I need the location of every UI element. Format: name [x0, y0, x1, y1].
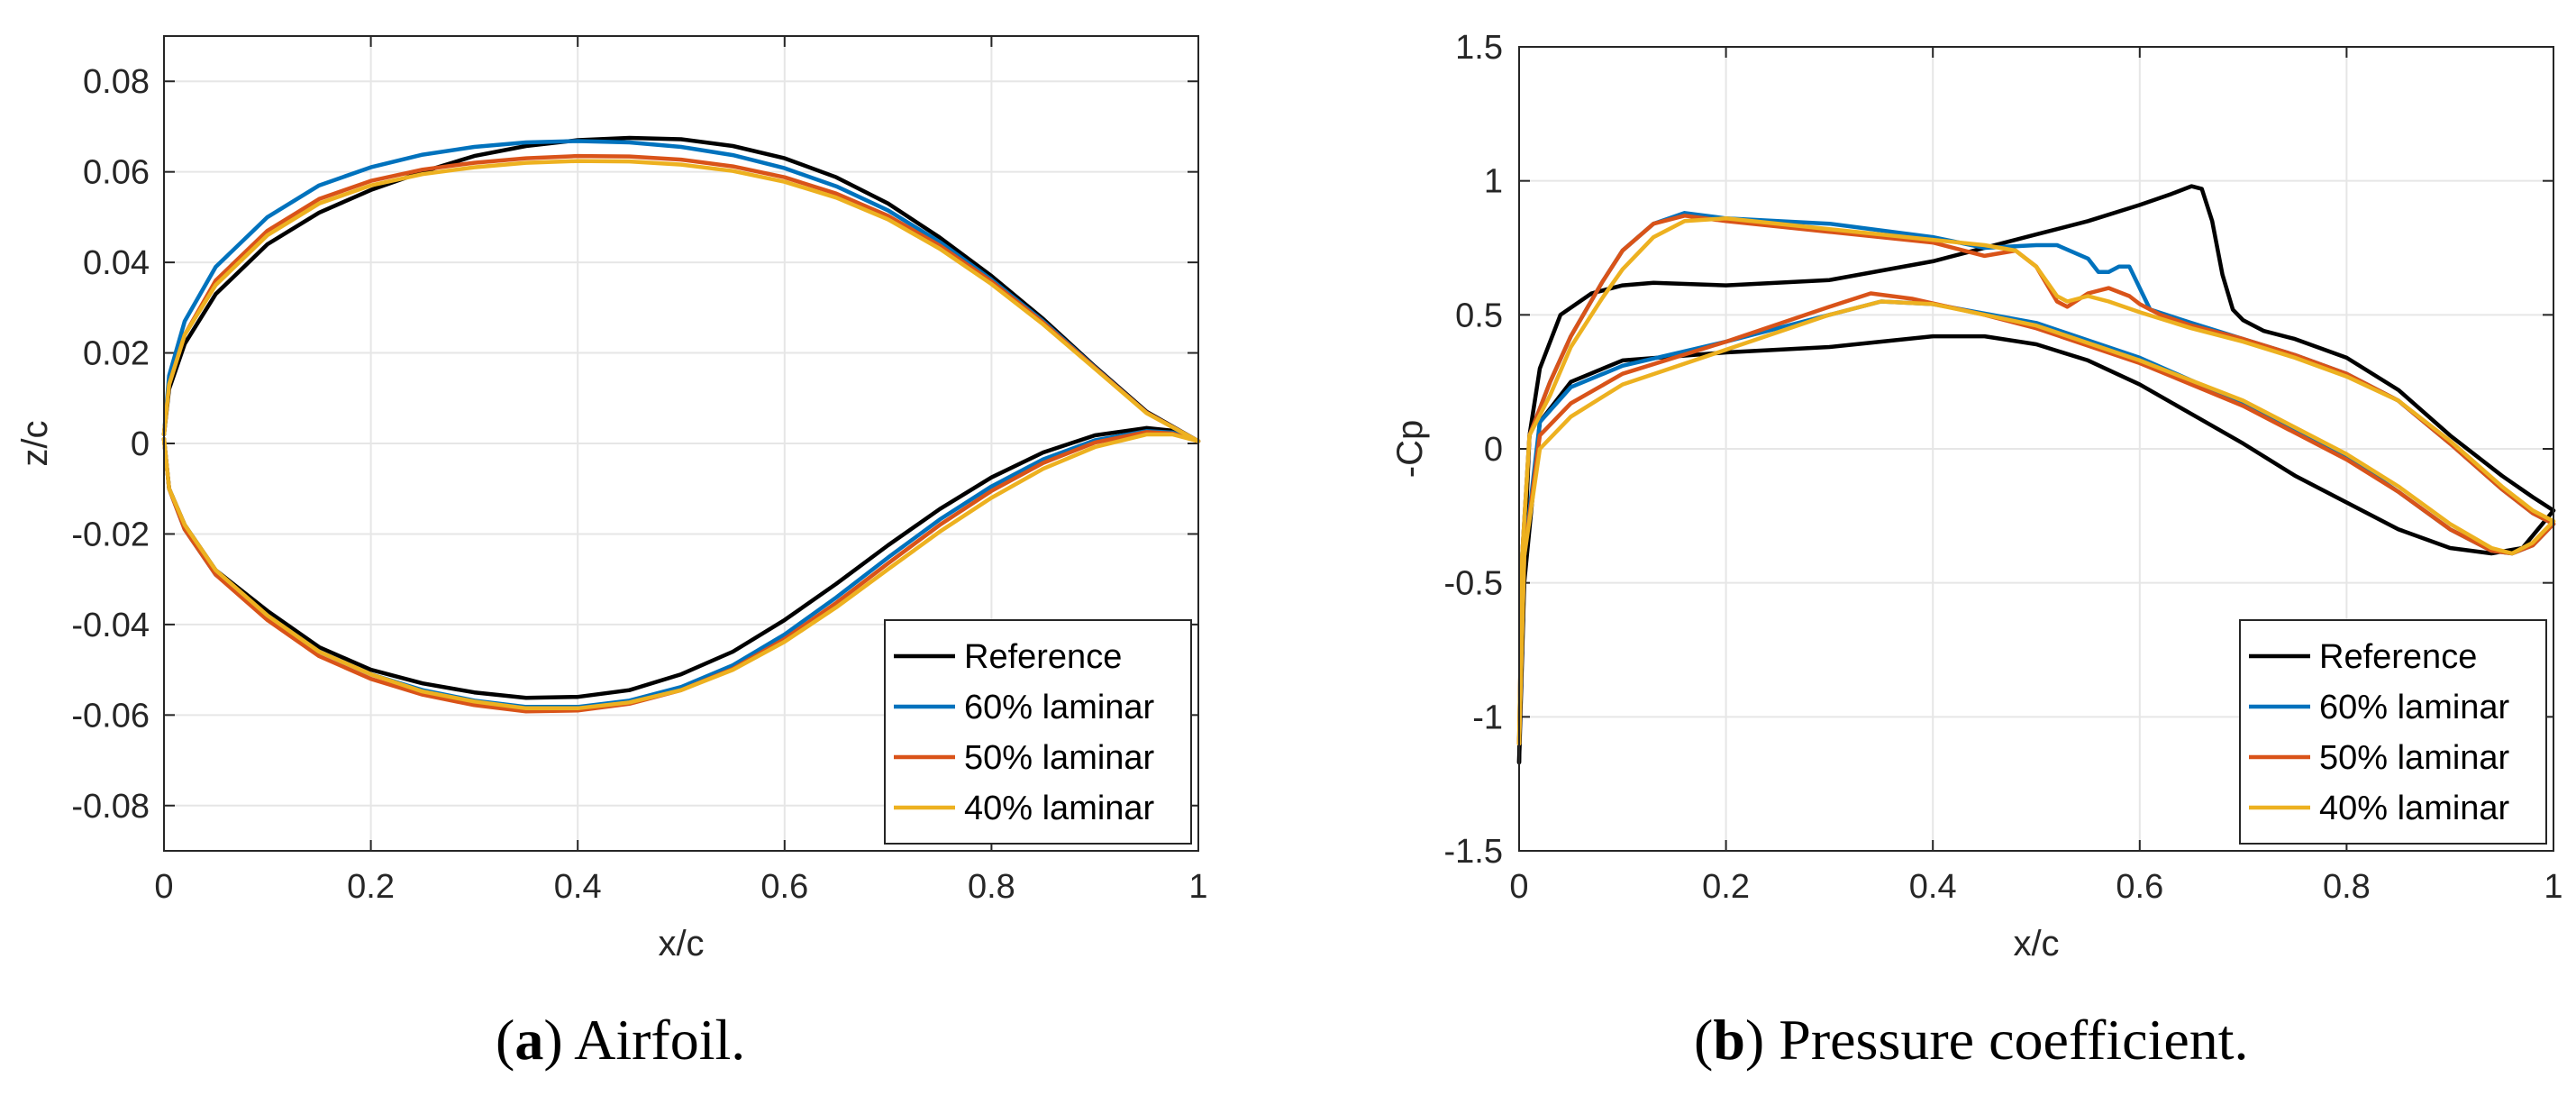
panel-a-series-40-laminar-upper	[161, 159, 1201, 443]
panel-b-y-tick-label: 1	[1484, 163, 1503, 201]
caption-b-text: Pressure coefficient.	[1764, 1008, 2248, 1072]
panel-a-legend-label-reference: Reference	[964, 638, 1122, 676]
panel-a-y-tick-label: 0.02	[83, 335, 150, 373]
panel-a-x-axis-label: x/c	[658, 924, 704, 964]
panel-a-x-tick-label: 1	[1188, 868, 1207, 906]
panel-b-series-40-laminar-lower	[1516, 299, 2556, 746]
panel-a-legend-label-60-laminar: 60% laminar	[964, 689, 1155, 726]
panel-a-series-40-laminar-lower	[161, 432, 1201, 711]
panel-a-x-tick-label: 0.4	[554, 868, 602, 906]
panel-b-x-tick-label: 0.6	[2116, 868, 2163, 906]
panel-a-x-tick-label: 0.8	[968, 868, 1015, 906]
panel-a-y-tick-label: -0.04	[71, 607, 150, 644]
panel-b-y-tick-label: 0.5	[1455, 297, 1503, 334]
panel-a-y-tick-label: 0.04	[83, 244, 150, 282]
panel-a-x-tick-label: 0	[154, 868, 173, 906]
panel-a-series-reference-lower	[161, 425, 1201, 700]
panel-a-y-axis-label: z/c	[15, 420, 55, 466]
caption-b-open: (	[1694, 1008, 1713, 1072]
caption-a-text: Airfoil.	[563, 1008, 746, 1072]
panel-b-series-reference-lower	[1516, 333, 2556, 765]
panel-a-legend: Reference 60% laminar 50% laminar 40% lamin…	[884, 619, 1192, 845]
airfoil-panel: 0 0.2 0.4 0.6 0.8 1 -0.08 -0.06 -0.04 -0.02 0 0.02 0…	[15, 35, 1208, 964]
panel-b-legend: Reference 60% laminar 50% laminar 40% lamin…	[2239, 619, 2547, 845]
panel-a-y-tick-label: 0	[131, 425, 150, 463]
panel-a-axes-box	[163, 35, 1199, 852]
caption-a-close: )	[543, 1008, 562, 1072]
panel-a-y-tick-label: 0.06	[83, 154, 150, 192]
panel-a-series-reference-upper	[161, 135, 1201, 443]
panel-b-x-tick-label: 0.2	[1702, 868, 1750, 906]
panel-b-series-40-laminar-upper	[1516, 216, 2556, 746]
panel-b-x-axis-label: x/c	[2013, 924, 2059, 964]
panel-a-y-tick-label: -0.02	[71, 516, 150, 553]
panel-b-y-tick-label: -1.5	[1444, 833, 1503, 871]
panel-b-y-tick-label: -0.5	[1444, 565, 1503, 603]
panel-b-legend-label-50-laminar: 50% laminar	[2319, 739, 2510, 777]
caption-a: (a) Airfoil.	[496, 1008, 745, 1072]
panel-b-x-tick-label: 0.4	[1909, 868, 1957, 906]
panel-b-y-tick-label: -1	[1472, 699, 1503, 736]
caption-b: (b) Pressure coefficient.	[1694, 1008, 2249, 1072]
panel-b-legend-label-60-laminar: 60% laminar	[2319, 689, 2510, 726]
panel-a-y-tick-label: -0.08	[71, 788, 150, 826]
pressure-coefficient-panel: 0 0.2 0.4 0.6 0.8 1 -1.5 -1 -0.5 0 0.5 1 1.5 x/c -Cp Re…	[1390, 29, 2563, 964]
panel-b-y-axis-label: -Cp	[1390, 420, 1430, 478]
panel-a-x-tick-label: 0.2	[347, 868, 395, 906]
panel-b-x-tick-label: 0.8	[2323, 868, 2371, 906]
panel-a-legend-label-40-laminar: 40% laminar	[964, 790, 1155, 827]
caption-a-letter: a	[514, 1008, 543, 1072]
panel-a-y-tick-label: -0.06	[71, 697, 150, 735]
caption-b-close: )	[1745, 1008, 1764, 1072]
caption-a-open: (	[496, 1008, 514, 1072]
panel-b-x-tick-label: 0	[1509, 868, 1528, 906]
panel-b-y-tick-label: 1.5	[1455, 29, 1503, 67]
panel-b-x-tick-label: 1	[2544, 868, 2562, 906]
panel-a-x-tick-label: 0.6	[760, 868, 808, 906]
panel-b-axes-box	[1518, 46, 2554, 852]
panel-b-legend-label-40-laminar: 40% laminar	[2319, 790, 2510, 827]
panel-a-legend-label-50-laminar: 50% laminar	[964, 739, 1155, 777]
panel-b-y-tick-label: 0	[1484, 431, 1503, 469]
panel-b-series-reference-upper	[1516, 184, 2556, 765]
caption-b-letter: b	[1713, 1008, 1745, 1072]
panel-b-series-50-laminar-upper	[1516, 214, 2556, 746]
panel-a-y-tick-label: 0.08	[83, 63, 150, 101]
panel-b-legend-label-reference: Reference	[2319, 638, 2477, 676]
